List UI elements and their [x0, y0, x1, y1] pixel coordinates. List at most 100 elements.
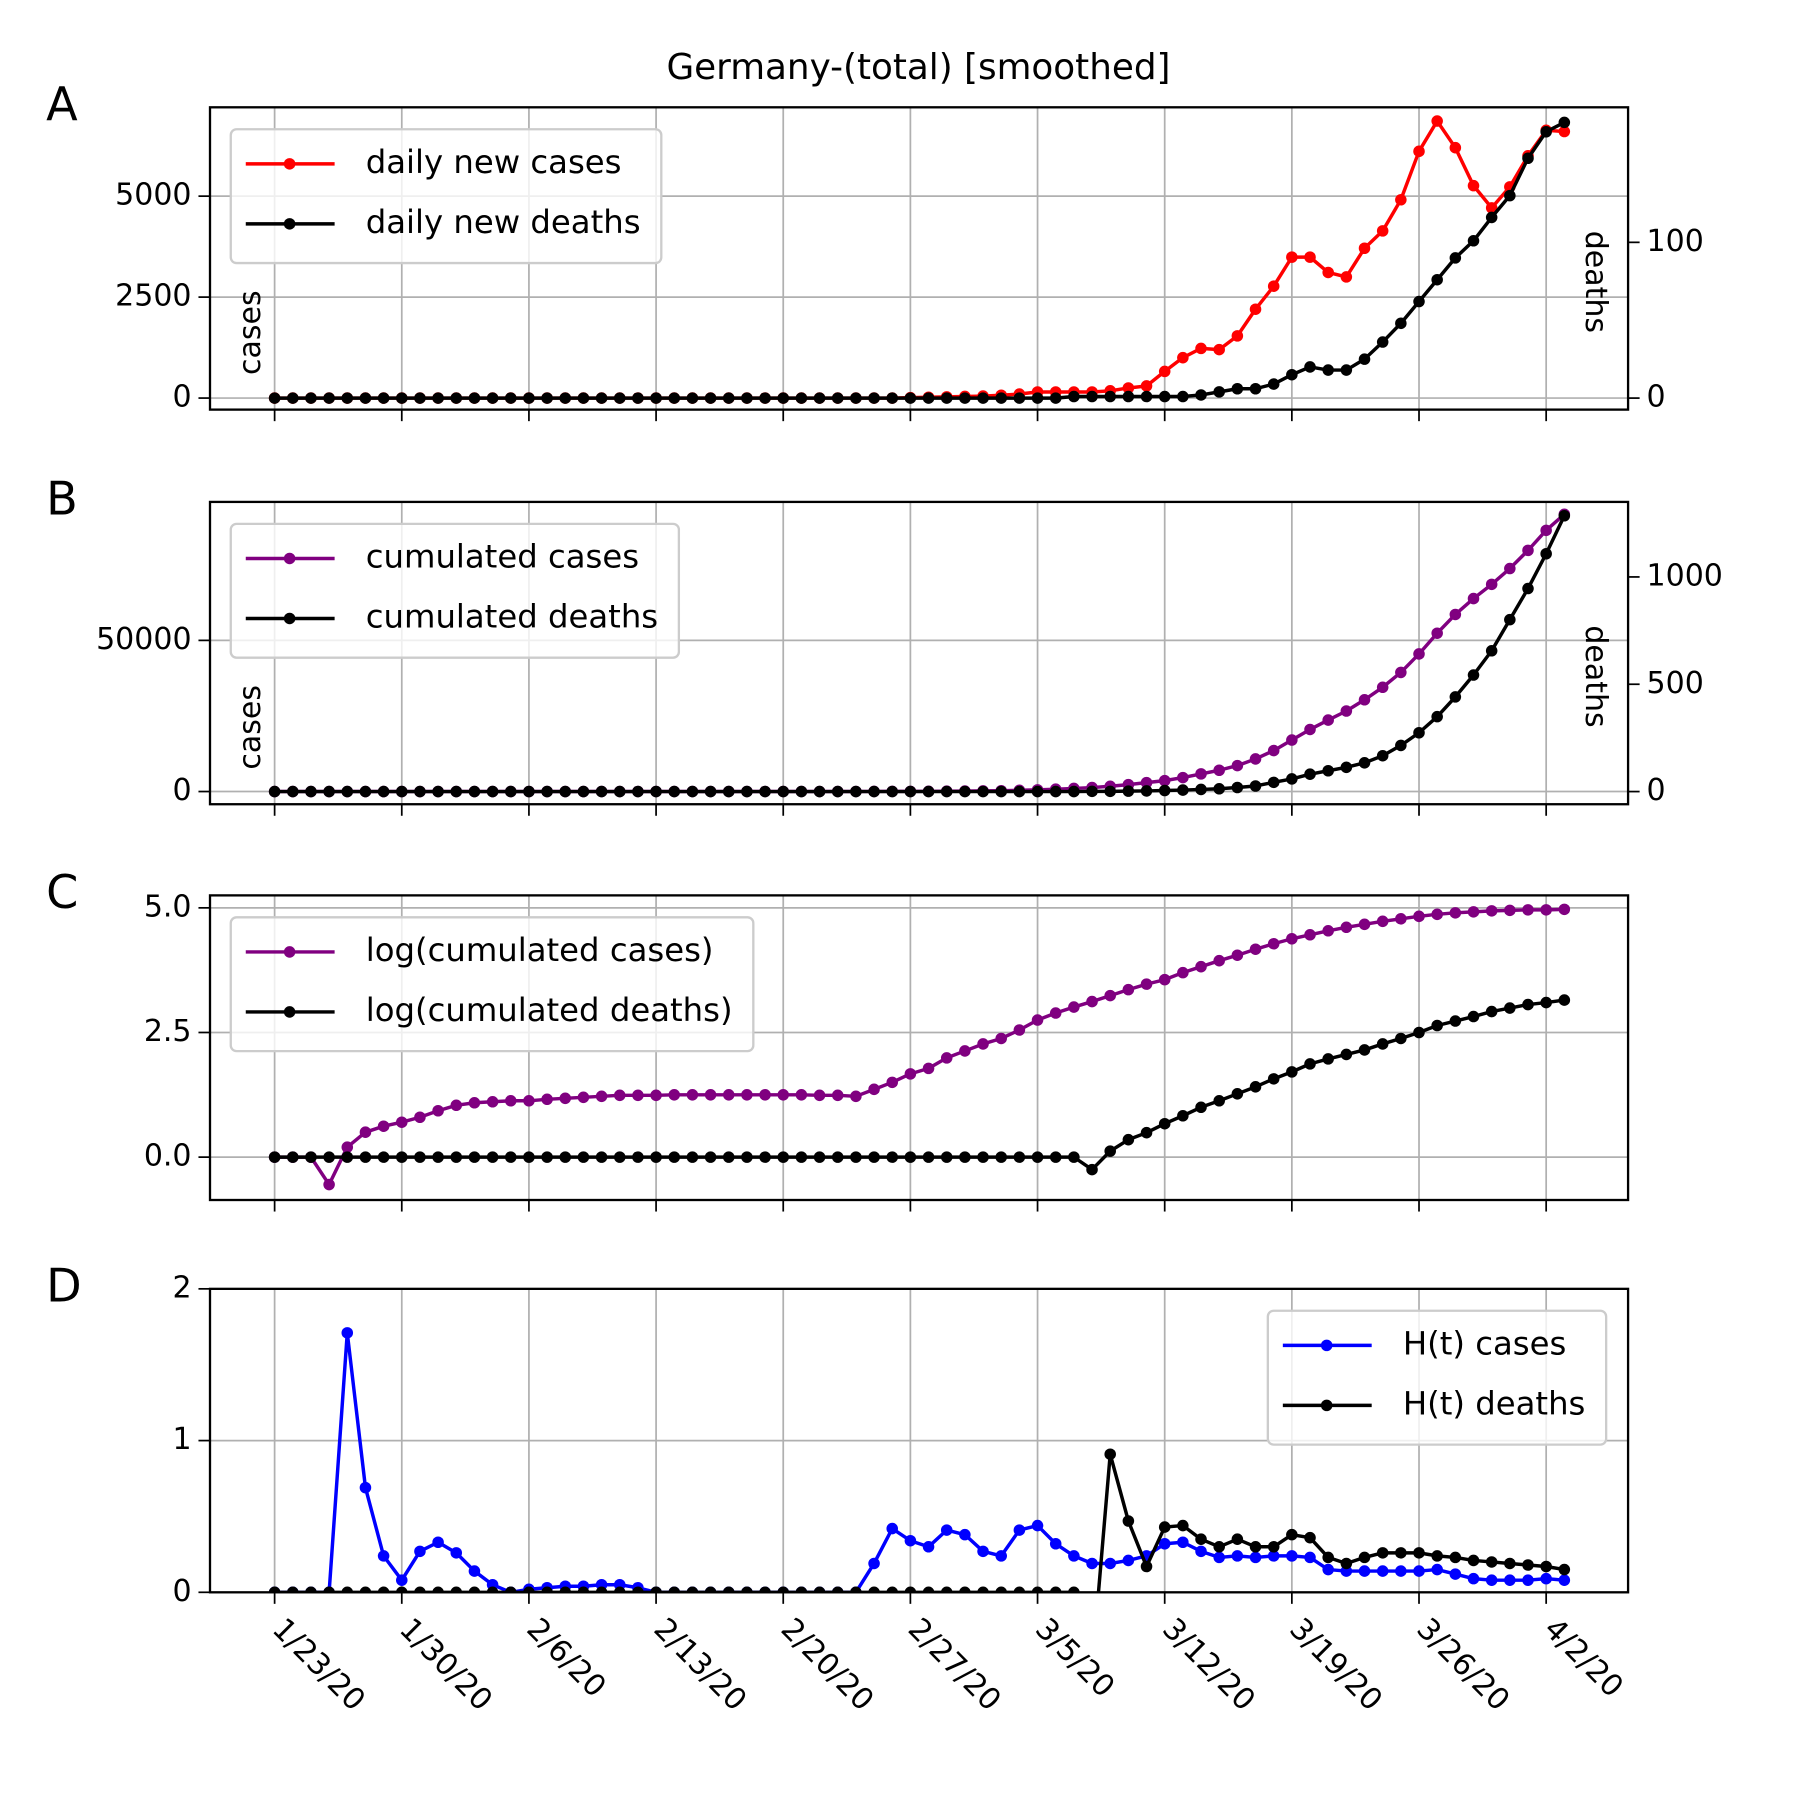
point	[850, 1151, 862, 1163]
point	[1467, 669, 1480, 681]
point	[305, 1586, 317, 1593]
point	[504, 1151, 517, 1163]
point	[396, 1116, 408, 1128]
point	[1049, 1586, 1062, 1593]
point	[1068, 390, 1080, 403]
point	[831, 785, 844, 798]
point	[1340, 921, 1353, 934]
legend-marker	[283, 946, 296, 958]
point	[268, 1586, 281, 1593]
point	[886, 785, 898, 798]
point	[1358, 694, 1371, 706]
point	[541, 1586, 553, 1593]
point	[940, 1151, 953, 1163]
point	[595, 1586, 608, 1593]
y-tick-label: 0	[172, 1574, 191, 1609]
point	[1558, 509, 1571, 522]
point	[759, 1586, 771, 1593]
point	[940, 392, 953, 404]
point	[1395, 1547, 1407, 1559]
point	[1304, 723, 1316, 736]
legend-marker	[283, 158, 296, 170]
y-tick-label: 50000	[96, 622, 191, 657]
point	[432, 1104, 444, 1117]
legend-label: cumulated deaths	[366, 597, 658, 635]
point	[323, 1586, 335, 1593]
point	[414, 1151, 426, 1163]
point	[595, 1151, 608, 1163]
point	[1086, 1557, 1098, 1570]
point	[1376, 915, 1389, 928]
point	[504, 1095, 517, 1107]
point	[1231, 1550, 1244, 1562]
point	[1358, 918, 1371, 931]
point	[1158, 774, 1171, 787]
point	[940, 1524, 953, 1536]
point	[1068, 1586, 1080, 1593]
point	[1267, 1550, 1280, 1562]
point	[577, 785, 590, 798]
point	[1049, 1151, 1062, 1163]
point	[1504, 1557, 1516, 1570]
point	[777, 1586, 790, 1593]
point	[1249, 753, 1262, 765]
point	[1485, 578, 1498, 591]
point	[1395, 1565, 1407, 1577]
point	[1158, 1537, 1171, 1550]
point	[722, 1089, 735, 1101]
point	[850, 785, 862, 798]
point	[686, 392, 699, 404]
point	[1104, 785, 1116, 798]
point	[432, 1586, 444, 1593]
point	[1140, 390, 1153, 403]
point	[377, 392, 390, 404]
point	[1413, 295, 1425, 308]
point	[1013, 1024, 1026, 1036]
point	[486, 392, 499, 404]
point	[1177, 390, 1189, 403]
point	[1249, 1081, 1262, 1093]
y-tick-label: 2.5	[144, 1014, 192, 1049]
legend-marker	[283, 612, 296, 625]
point	[1449, 691, 1462, 703]
point	[1467, 1572, 1480, 1585]
point	[1049, 1007, 1062, 1019]
point	[359, 1126, 372, 1138]
point	[1286, 1528, 1298, 1541]
point	[1358, 353, 1371, 365]
point	[704, 1151, 717, 1163]
point	[1140, 978, 1153, 990]
point	[1358, 1551, 1371, 1564]
point	[1158, 784, 1171, 797]
point	[595, 785, 608, 798]
point	[577, 392, 590, 404]
point	[1267, 378, 1280, 390]
point	[868, 785, 880, 798]
point	[1304, 929, 1316, 941]
point	[1267, 937, 1280, 950]
point	[1122, 382, 1135, 394]
point	[523, 785, 535, 798]
point	[341, 1586, 354, 1593]
point	[613, 785, 626, 798]
point	[1376, 681, 1389, 694]
point	[486, 785, 499, 798]
point	[1231, 330, 1244, 342]
axes-frame	[208, 106, 1630, 411]
point	[1431, 1019, 1443, 1032]
point	[1522, 1574, 1534, 1586]
point	[559, 392, 572, 404]
point	[795, 1586, 808, 1593]
point	[377, 1151, 390, 1163]
point	[632, 1151, 644, 1163]
point	[305, 785, 317, 798]
legend-marker	[283, 218, 296, 230]
point	[377, 1550, 390, 1562]
point	[450, 1586, 463, 1593]
axes-frame	[208, 894, 1630, 1202]
point	[1286, 932, 1298, 945]
point	[977, 1151, 989, 1163]
point	[886, 1522, 898, 1535]
point	[868, 1151, 880, 1163]
